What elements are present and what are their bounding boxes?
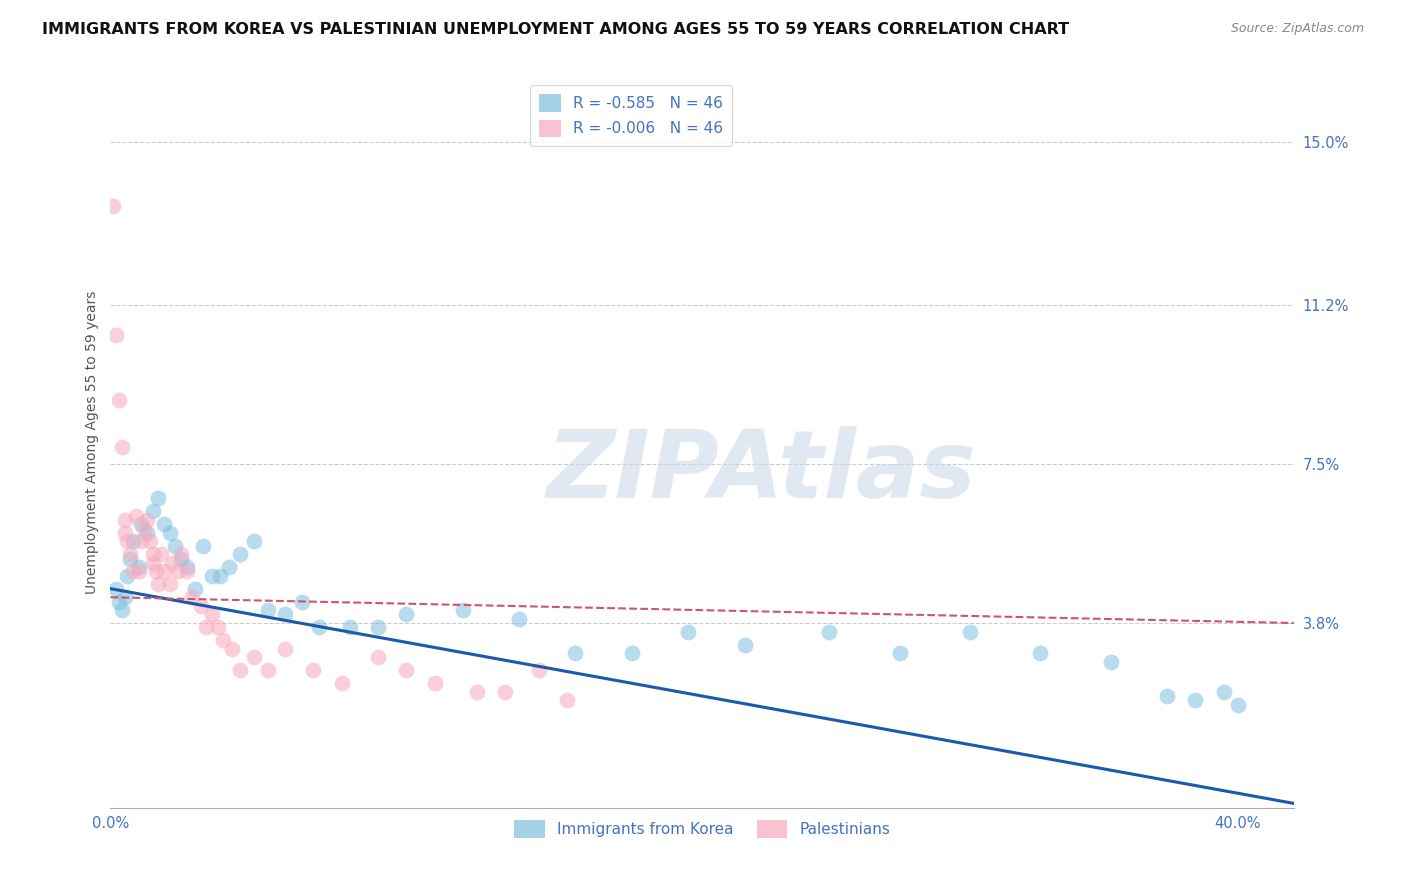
- Point: [128, 565, 150, 579]
- Point: [1156, 689, 1178, 703]
- Point: [395, 663, 418, 677]
- Point: [131, 517, 153, 532]
- Point: [111, 603, 134, 617]
- Point: [889, 646, 911, 660]
- Point: [114, 513, 136, 527]
- Point: [136, 513, 159, 527]
- Point: [117, 534, 139, 549]
- Point: [139, 534, 162, 549]
- Point: [142, 556, 165, 570]
- Point: [494, 685, 516, 699]
- Point: [367, 650, 389, 665]
- Point: [103, 199, 125, 213]
- Point: [176, 565, 198, 579]
- Point: [128, 560, 150, 574]
- Point: [122, 565, 145, 579]
- Point: [676, 624, 699, 639]
- Point: [167, 565, 190, 579]
- Point: [465, 685, 488, 699]
- Point: [114, 591, 136, 605]
- Point: [1099, 655, 1122, 669]
- Point: [170, 551, 193, 566]
- Point: [190, 599, 212, 613]
- Point: [159, 525, 181, 540]
- Point: [243, 534, 266, 549]
- Point: [176, 560, 198, 574]
- Point: [1226, 698, 1249, 712]
- Point: [367, 620, 389, 634]
- Point: [201, 568, 224, 582]
- Point: [148, 491, 170, 506]
- Point: [142, 547, 165, 561]
- Point: [117, 568, 139, 582]
- Point: [131, 534, 153, 549]
- Point: [818, 624, 841, 639]
- Point: [527, 663, 550, 677]
- Point: [111, 440, 134, 454]
- Point: [395, 607, 418, 622]
- Point: [274, 641, 297, 656]
- Point: [181, 591, 204, 605]
- Point: [114, 525, 136, 540]
- Y-axis label: Unemployment Among Ages 55 to 59 years: Unemployment Among Ages 55 to 59 years: [86, 291, 100, 594]
- Point: [451, 603, 474, 617]
- Point: [150, 547, 173, 561]
- Legend: Immigrants from Korea, Palestinians: Immigrants from Korea, Palestinians: [508, 814, 896, 844]
- Point: [734, 638, 756, 652]
- Point: [221, 641, 243, 656]
- Point: [162, 556, 184, 570]
- Point: [108, 392, 131, 407]
- Point: [1029, 646, 1052, 660]
- Point: [170, 547, 193, 561]
- Text: IMMIGRANTS FROM KOREA VS PALESTINIAN UNEMPLOYMENT AMONG AGES 55 TO 59 YEARS CORR: IMMIGRANTS FROM KOREA VS PALESTINIAN UNE…: [42, 22, 1070, 37]
- Text: ZIPAtlas: ZIPAtlas: [547, 425, 976, 518]
- Point: [274, 607, 297, 622]
- Point: [308, 620, 330, 634]
- Point: [134, 522, 156, 536]
- Point: [229, 663, 252, 677]
- Text: Source: ZipAtlas.com: Source: ZipAtlas.com: [1230, 22, 1364, 36]
- Point: [165, 539, 187, 553]
- Point: [195, 620, 218, 634]
- Point: [620, 646, 643, 660]
- Point: [508, 612, 530, 626]
- Point: [257, 663, 280, 677]
- Point: [184, 582, 207, 596]
- Point: [423, 676, 446, 690]
- Point: [136, 525, 159, 540]
- Point: [212, 633, 235, 648]
- Point: [1212, 685, 1234, 699]
- Point: [142, 504, 165, 518]
- Point: [120, 551, 142, 566]
- Point: [145, 565, 167, 579]
- Point: [243, 650, 266, 665]
- Point: [153, 517, 176, 532]
- Point: [125, 508, 148, 523]
- Point: [201, 607, 224, 622]
- Point: [218, 560, 240, 574]
- Point: [120, 547, 142, 561]
- Point: [148, 577, 170, 591]
- Point: [555, 693, 578, 707]
- Point: [159, 577, 181, 591]
- Point: [105, 328, 128, 343]
- Point: [153, 565, 176, 579]
- Point: [330, 676, 353, 690]
- Point: [229, 547, 252, 561]
- Point: [564, 646, 586, 660]
- Point: [193, 539, 215, 553]
- Point: [339, 620, 361, 634]
- Point: [302, 663, 325, 677]
- Point: [959, 624, 981, 639]
- Point: [122, 534, 145, 549]
- Point: [105, 582, 128, 596]
- Point: [1184, 693, 1206, 707]
- Point: [108, 594, 131, 608]
- Point: [207, 620, 229, 634]
- Point: [257, 603, 280, 617]
- Point: [291, 594, 314, 608]
- Point: [209, 568, 232, 582]
